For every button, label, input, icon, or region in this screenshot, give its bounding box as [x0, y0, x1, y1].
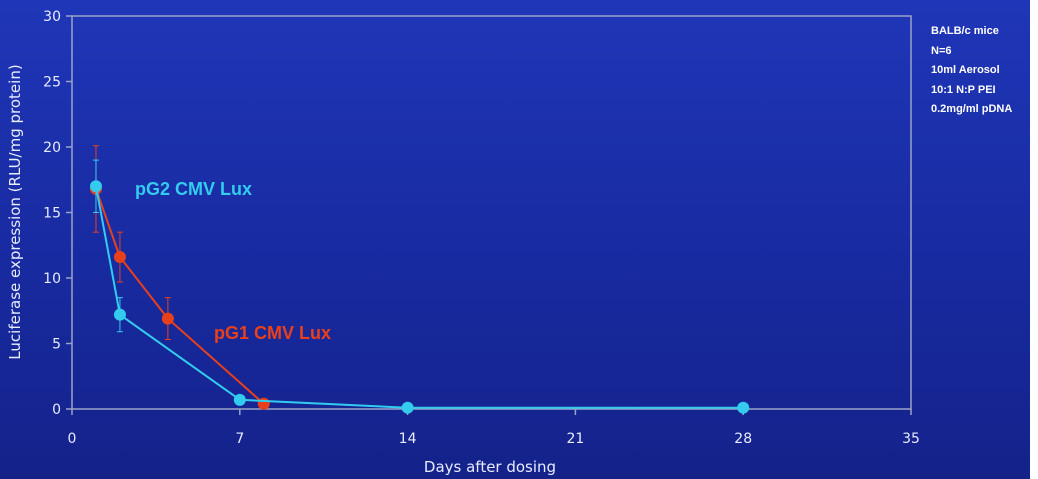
note-pei: 10:1 N:P PEI [931, 83, 996, 96]
series-label-pg1: pG1 CMV Lux [214, 323, 331, 343]
y-tick-label: 30 [43, 9, 61, 25]
y-tick-label: 20 [43, 140, 61, 156]
series [89, 145, 750, 414]
x-tick-label: 0 [68, 431, 77, 447]
series-line [95, 188, 265, 405]
x-tick-labels: 0 7 14 21 28 35 [68, 431, 920, 447]
note-n: N=6 [931, 44, 952, 57]
note-pdna: 0.2mg/ml pDNA [931, 103, 1013, 115]
y-axis-title: Luciferase expression (RLU/mg protein) [6, 64, 24, 359]
y-tick-label: 25 [43, 75, 61, 91]
x-tick-label: 21 [566, 431, 584, 447]
data-point [113, 251, 126, 264]
y-tick-label: 15 [43, 206, 61, 222]
data-point [257, 397, 270, 410]
data-point [737, 401, 750, 414]
y-tick-label: 0 [52, 402, 61, 418]
y-tick-labels: 0 5 10 15 20 25 30 [43, 9, 61, 418]
x-tick-label: 28 [734, 431, 752, 447]
series-line [95, 186, 744, 409]
right-edge-border [1030, 0, 1038, 479]
note-mice: BALB/c mice [931, 25, 999, 37]
axes [66, 15, 912, 415]
data-point [89, 180, 102, 193]
data-point [233, 393, 246, 406]
plot-frame [71, 15, 912, 410]
series-2 [89, 159, 750, 414]
note-aerosol: 10ml Aerosol [931, 64, 1000, 76]
study-notes: BALB/c mice N=6 10ml Aerosol 10:1 N:P PE… [931, 22, 1031, 120]
x-tick-label: 35 [902, 431, 920, 447]
y-tick-label: 10 [43, 271, 61, 287]
data-point [113, 308, 126, 321]
x-tick-label: 7 [235, 431, 244, 447]
data-point [401, 401, 414, 414]
x-axis-title: Days after dosing [424, 458, 556, 476]
y-tick-label: 5 [52, 337, 61, 353]
data-point [161, 312, 174, 325]
series-label-pg2: pG2 CMV Lux [135, 179, 252, 199]
x-tick-label: 14 [399, 431, 417, 447]
